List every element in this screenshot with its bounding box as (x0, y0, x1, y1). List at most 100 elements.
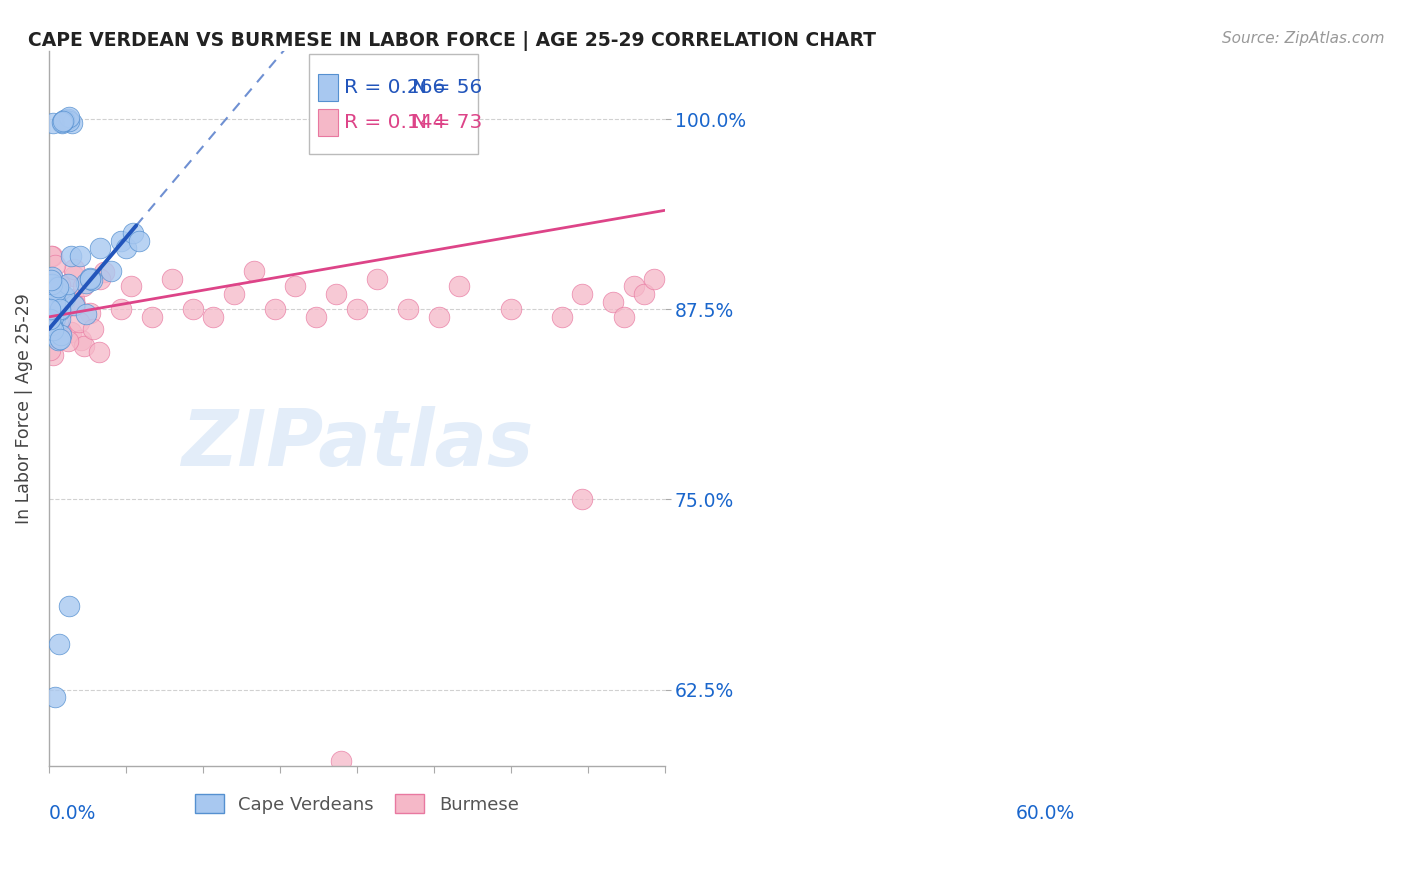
Point (45, 280, 67, 294)
Point (42, 116, 65, 130)
Point (39, 321, 62, 335)
Point (39, 326, 62, 341)
Point (72, 279, 94, 293)
Point (263, 302, 285, 317)
Point (82, 273, 104, 287)
Point (51, 115, 73, 129)
Y-axis label: In Labor Force | Age 25-29: In Labor Force | Age 25-29 (15, 293, 32, 524)
Point (39, 301, 62, 316)
Point (89, 344, 111, 359)
Point (44, 311, 66, 326)
Point (63, 269, 86, 284)
Point (45, 285, 67, 299)
Point (44, 299, 66, 313)
Text: CAPE VERDEAN VS BURMESE IN LABOR FORCE | AGE 25-29 CORRELATION CHART: CAPE VERDEAN VS BURMESE IN LABOR FORCE |… (28, 31, 876, 51)
Point (62, 298, 84, 312)
Point (63, 298, 86, 312)
Point (58, 599, 80, 613)
Point (42, 348, 65, 362)
Point (44, 690, 66, 705)
Legend: Cape Verdeans, Burmese: Cape Verdeans, Burmese (187, 787, 526, 821)
FancyBboxPatch shape (318, 73, 337, 101)
Point (79, 306, 101, 320)
Point (44, 310, 66, 324)
Point (346, 302, 368, 317)
Point (58, 110, 80, 124)
Point (39, 318, 62, 332)
Point (69, 333, 91, 347)
Point (75, 307, 97, 321)
Point (59, 249, 82, 263)
Point (46, 330, 69, 344)
Point (42, 320, 65, 334)
Point (499, 302, 522, 317)
Point (643, 272, 665, 286)
Point (59, 326, 82, 340)
Point (623, 279, 645, 293)
Point (115, 241, 138, 255)
Point (42, 295, 65, 310)
Point (49, 299, 72, 313)
Point (181, 302, 204, 317)
Text: R = 0.144: R = 0.144 (344, 113, 446, 132)
Point (612, 310, 634, 324)
Point (39, 312, 62, 326)
Point (42, 287, 65, 301)
Point (366, 272, 388, 286)
Point (55, 113, 77, 128)
Point (41, 277, 63, 292)
Point (41, 277, 63, 292)
Point (49, 302, 72, 317)
Point (69, 249, 91, 263)
Point (284, 279, 307, 293)
Point (325, 287, 347, 301)
Point (89, 241, 111, 255)
Point (39, 310, 62, 324)
Text: N = 56: N = 56 (412, 78, 482, 96)
Point (93, 265, 115, 279)
Point (39, 249, 62, 263)
Point (56, 112, 79, 126)
Point (41, 280, 63, 294)
Point (110, 302, 132, 317)
Point (222, 287, 245, 301)
Point (39, 272, 62, 286)
Text: 0.0%: 0.0% (49, 805, 97, 823)
FancyBboxPatch shape (318, 110, 337, 136)
Point (46, 316, 69, 330)
Point (56, 277, 79, 292)
Point (51, 116, 73, 130)
Point (551, 310, 574, 324)
Text: Source: ZipAtlas.com: Source: ZipAtlas.com (1222, 31, 1385, 46)
Point (49, 326, 72, 340)
Point (42, 327, 65, 342)
Point (120, 279, 142, 293)
Text: N = 73: N = 73 (412, 113, 482, 132)
Point (44, 258, 66, 272)
Point (41, 293, 63, 307)
Point (305, 310, 328, 324)
Point (75, 276, 97, 290)
Point (49, 312, 72, 326)
Point (44, 285, 66, 299)
Point (44, 294, 66, 309)
Point (89, 272, 111, 286)
Point (63, 262, 86, 277)
Point (39, 343, 62, 358)
Point (141, 310, 163, 324)
Point (202, 310, 225, 324)
Point (41, 270, 63, 285)
Point (49, 332, 72, 346)
Point (243, 264, 266, 278)
Point (58, 114, 80, 128)
Point (53, 291, 76, 305)
Point (330, 754, 353, 768)
Point (110, 234, 132, 248)
Point (571, 492, 593, 507)
Point (449, 279, 471, 293)
Point (122, 226, 145, 240)
Point (602, 294, 624, 309)
Point (49, 302, 72, 317)
Point (39, 326, 62, 340)
Point (45, 294, 67, 309)
